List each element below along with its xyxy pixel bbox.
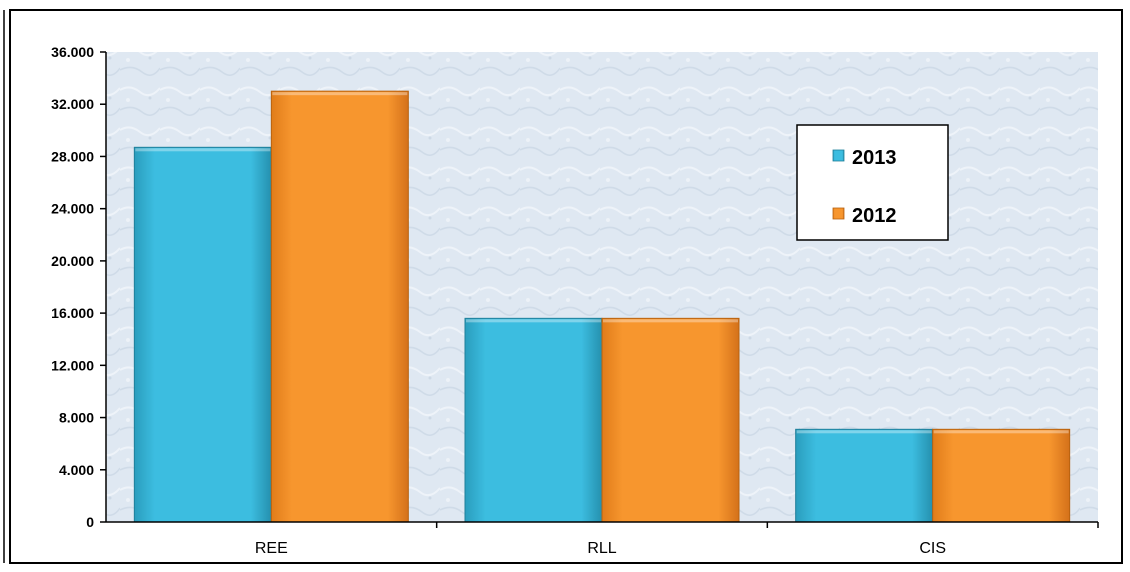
- bar-ree-2012: [270, 90, 409, 523]
- y-tick-label: 12.000: [51, 357, 94, 373]
- x-axis-labels: REE RLL CIS: [255, 522, 1099, 557]
- legend-swatch-2012: [832, 207, 845, 220]
- bar-highlight: [796, 430, 932, 434]
- bar-highlight: [135, 148, 271, 152]
- y-tick-label: 8.000: [59, 410, 94, 426]
- y-tick-label: 24.000: [51, 201, 94, 217]
- bar-highlight: [603, 319, 738, 323]
- y-tick-label: 28.000: [51, 148, 94, 164]
- y-tick-label: 0: [86, 514, 94, 530]
- x-tick-label: RLL: [587, 540, 616, 557]
- legend-label-2012: 2012: [852, 205, 897, 227]
- x-tick-label: CIS: [919, 540, 946, 557]
- bar-rll-2012: [601, 317, 740, 523]
- bar-rll-2013: [464, 317, 603, 523]
- y-axis-ticks: 0 4.000 8.000 12.000 16.000 20.000 24.000 28.00…: [51, 44, 106, 530]
- bar-ree-2013: [133, 146, 272, 523]
- bar-cis-2013: [795, 428, 934, 523]
- legend-label-2013: 2013: [852, 147, 897, 169]
- y-tick-label: 4.000: [59, 462, 94, 478]
- legend: 2013 2012: [796, 124, 949, 241]
- y-tick-label: 16.000: [51, 305, 94, 321]
- bar-highlight: [272, 92, 408, 96]
- bar-highlight: [933, 430, 1069, 434]
- bar-cis-2012: [932, 428, 1071, 523]
- legend-box: [796, 124, 949, 241]
- bar-highlight: [466, 319, 601, 323]
- y-tick-label: 20.000: [51, 253, 94, 269]
- legend-swatch-2013: [832, 149, 845, 162]
- bars: [133, 90, 1071, 523]
- y-tick-label: 32.000: [51, 96, 94, 112]
- y-tick-label: 36.000: [51, 44, 94, 60]
- x-tick-label: REE: [255, 540, 288, 557]
